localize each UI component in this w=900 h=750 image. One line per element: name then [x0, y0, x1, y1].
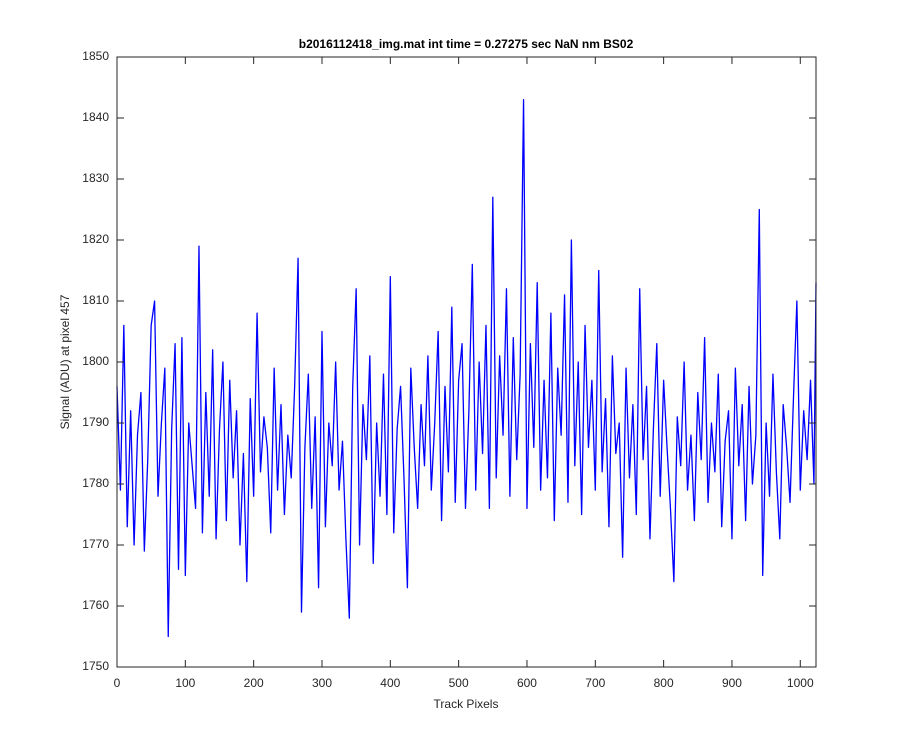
y-tick-label: 1750: [82, 659, 109, 673]
x-tick-label: 200: [244, 676, 264, 690]
y-tick-label: 1770: [82, 537, 109, 551]
y-axis-label: Signal (ADU) at pixel 457: [58, 294, 72, 429]
x-tick-label: 1000: [787, 676, 814, 690]
x-tick-label: 100: [175, 676, 195, 690]
x-tick-label: 600: [517, 676, 537, 690]
axes-box: [116, 56, 817, 668]
x-tick-label: 500: [449, 676, 469, 690]
y-tick-label: 1780: [82, 476, 109, 490]
x-tick-label: 900: [722, 676, 742, 690]
x-tick-label: 800: [654, 676, 674, 690]
y-tick-label: 1850: [82, 49, 109, 63]
x-tick-label: 0: [114, 676, 121, 690]
y-tick-label: 1800: [82, 354, 109, 368]
y-tick-label: 1820: [82, 232, 109, 246]
y-tick-label: 1810: [82, 293, 109, 307]
x-axis-label: Track Pixels: [434, 697, 499, 711]
y-tick-label: 1760: [82, 598, 109, 612]
x-tick-label: 300: [312, 676, 332, 690]
y-tick-label: 1790: [82, 415, 109, 429]
data-line: [116, 99, 817, 638]
y-tick-label: 1830: [82, 171, 109, 185]
x-tick-label: 700: [585, 676, 605, 690]
x-tick-label: 400: [380, 676, 400, 690]
chart-title: b2016112418_img.mat int time = 0.27275 s…: [299, 37, 634, 51]
y-tick-label: 1840: [82, 110, 109, 124]
